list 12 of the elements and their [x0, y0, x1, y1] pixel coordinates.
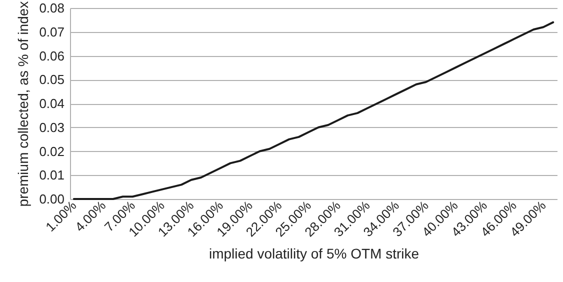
y-tick-label: 0.06	[39, 48, 64, 64]
y-tick-label: 0.01	[39, 168, 64, 183]
line-series	[72, 21, 554, 200]
x-axis-title: implied volatility of 5% OTM strike	[208, 246, 420, 262]
y-tick-label: 0.03	[39, 120, 64, 135]
y-tick-label: 0.04	[39, 96, 64, 111]
y-axis-title: premium collected, as % of index	[15, 1, 32, 207]
y-tick-label: 0.08	[39, 0, 64, 16]
y-tick-label: 0.05	[39, 72, 64, 88]
y-tick-label: 0.07	[39, 24, 64, 40]
y-tick-label: 0.02	[39, 144, 64, 159]
y-tick-label: 0.00	[39, 192, 64, 206]
